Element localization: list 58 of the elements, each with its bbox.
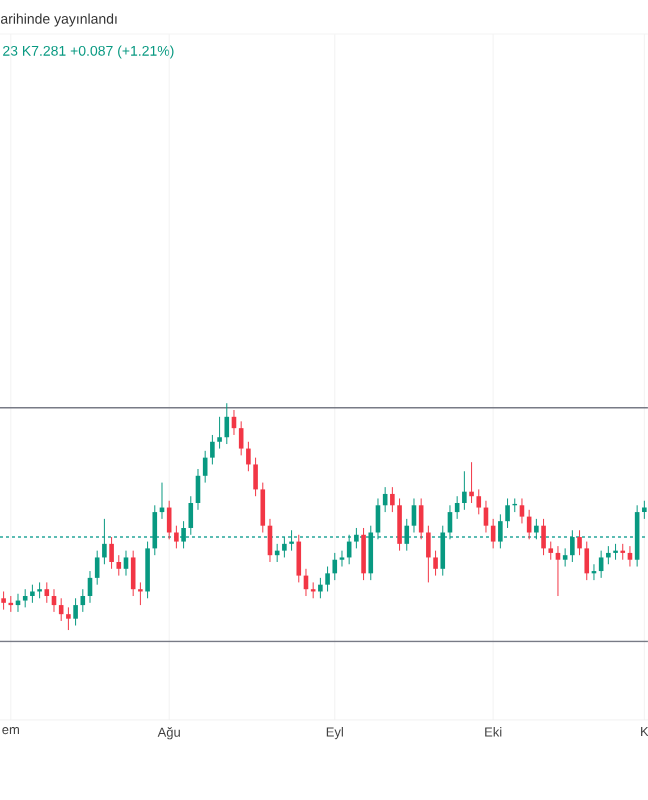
candlestick xyxy=(627,545,633,568)
candlestick xyxy=(318,577,323,599)
candlestick xyxy=(541,518,546,556)
candlestick xyxy=(22,588,28,608)
candlestick xyxy=(339,550,345,568)
candlestick xyxy=(145,541,150,599)
candlestick xyxy=(426,525,431,583)
candlestick xyxy=(109,536,114,570)
candlestick xyxy=(246,441,251,472)
candlestick xyxy=(562,547,568,568)
candlestick xyxy=(188,495,194,536)
candlestick xyxy=(138,581,143,606)
candlestick xyxy=(570,529,575,563)
candlestick xyxy=(469,461,474,504)
candlestick xyxy=(1,590,6,611)
candlestick xyxy=(505,497,510,529)
candlestick xyxy=(354,527,359,549)
candlestick xyxy=(397,497,402,552)
candlestick xyxy=(606,545,611,565)
candlestick xyxy=(116,554,122,577)
candlestick xyxy=(440,525,446,577)
candlestick xyxy=(534,518,539,540)
candlestick xyxy=(30,584,35,604)
candlestick xyxy=(519,497,525,524)
candlestick xyxy=(260,482,266,533)
candlestick xyxy=(289,529,294,552)
candlestick xyxy=(123,550,129,577)
candlestick xyxy=(44,581,50,604)
candlestick xyxy=(73,597,78,627)
candlestick xyxy=(462,470,467,511)
candlestick xyxy=(548,541,554,561)
candlestick xyxy=(433,550,438,577)
candlestick xyxy=(404,518,410,552)
candlestick xyxy=(584,541,590,581)
candlestick xyxy=(66,606,71,631)
candlestick xyxy=(361,527,366,581)
candlestick xyxy=(332,552,338,581)
candlestick xyxy=(368,525,374,581)
candlestick xyxy=(181,520,186,549)
candlestick xyxy=(80,588,86,613)
candlestick xyxy=(375,497,381,540)
candlestick xyxy=(390,486,395,513)
candlestick xyxy=(577,529,582,556)
candlestick xyxy=(296,534,302,583)
candlestick xyxy=(282,536,287,558)
candlestick xyxy=(253,457,258,497)
candlestick xyxy=(210,434,215,465)
candlestick xyxy=(102,518,107,565)
candlestick xyxy=(555,545,561,597)
candlestick xyxy=(498,513,503,549)
candlestick xyxy=(325,566,330,592)
candlestick xyxy=(217,416,222,450)
candlestick xyxy=(224,402,230,445)
candlestick xyxy=(418,497,424,540)
candlestick xyxy=(152,504,158,556)
candlestick xyxy=(476,488,482,515)
candlestick xyxy=(642,500,647,520)
candlestick xyxy=(174,525,179,549)
